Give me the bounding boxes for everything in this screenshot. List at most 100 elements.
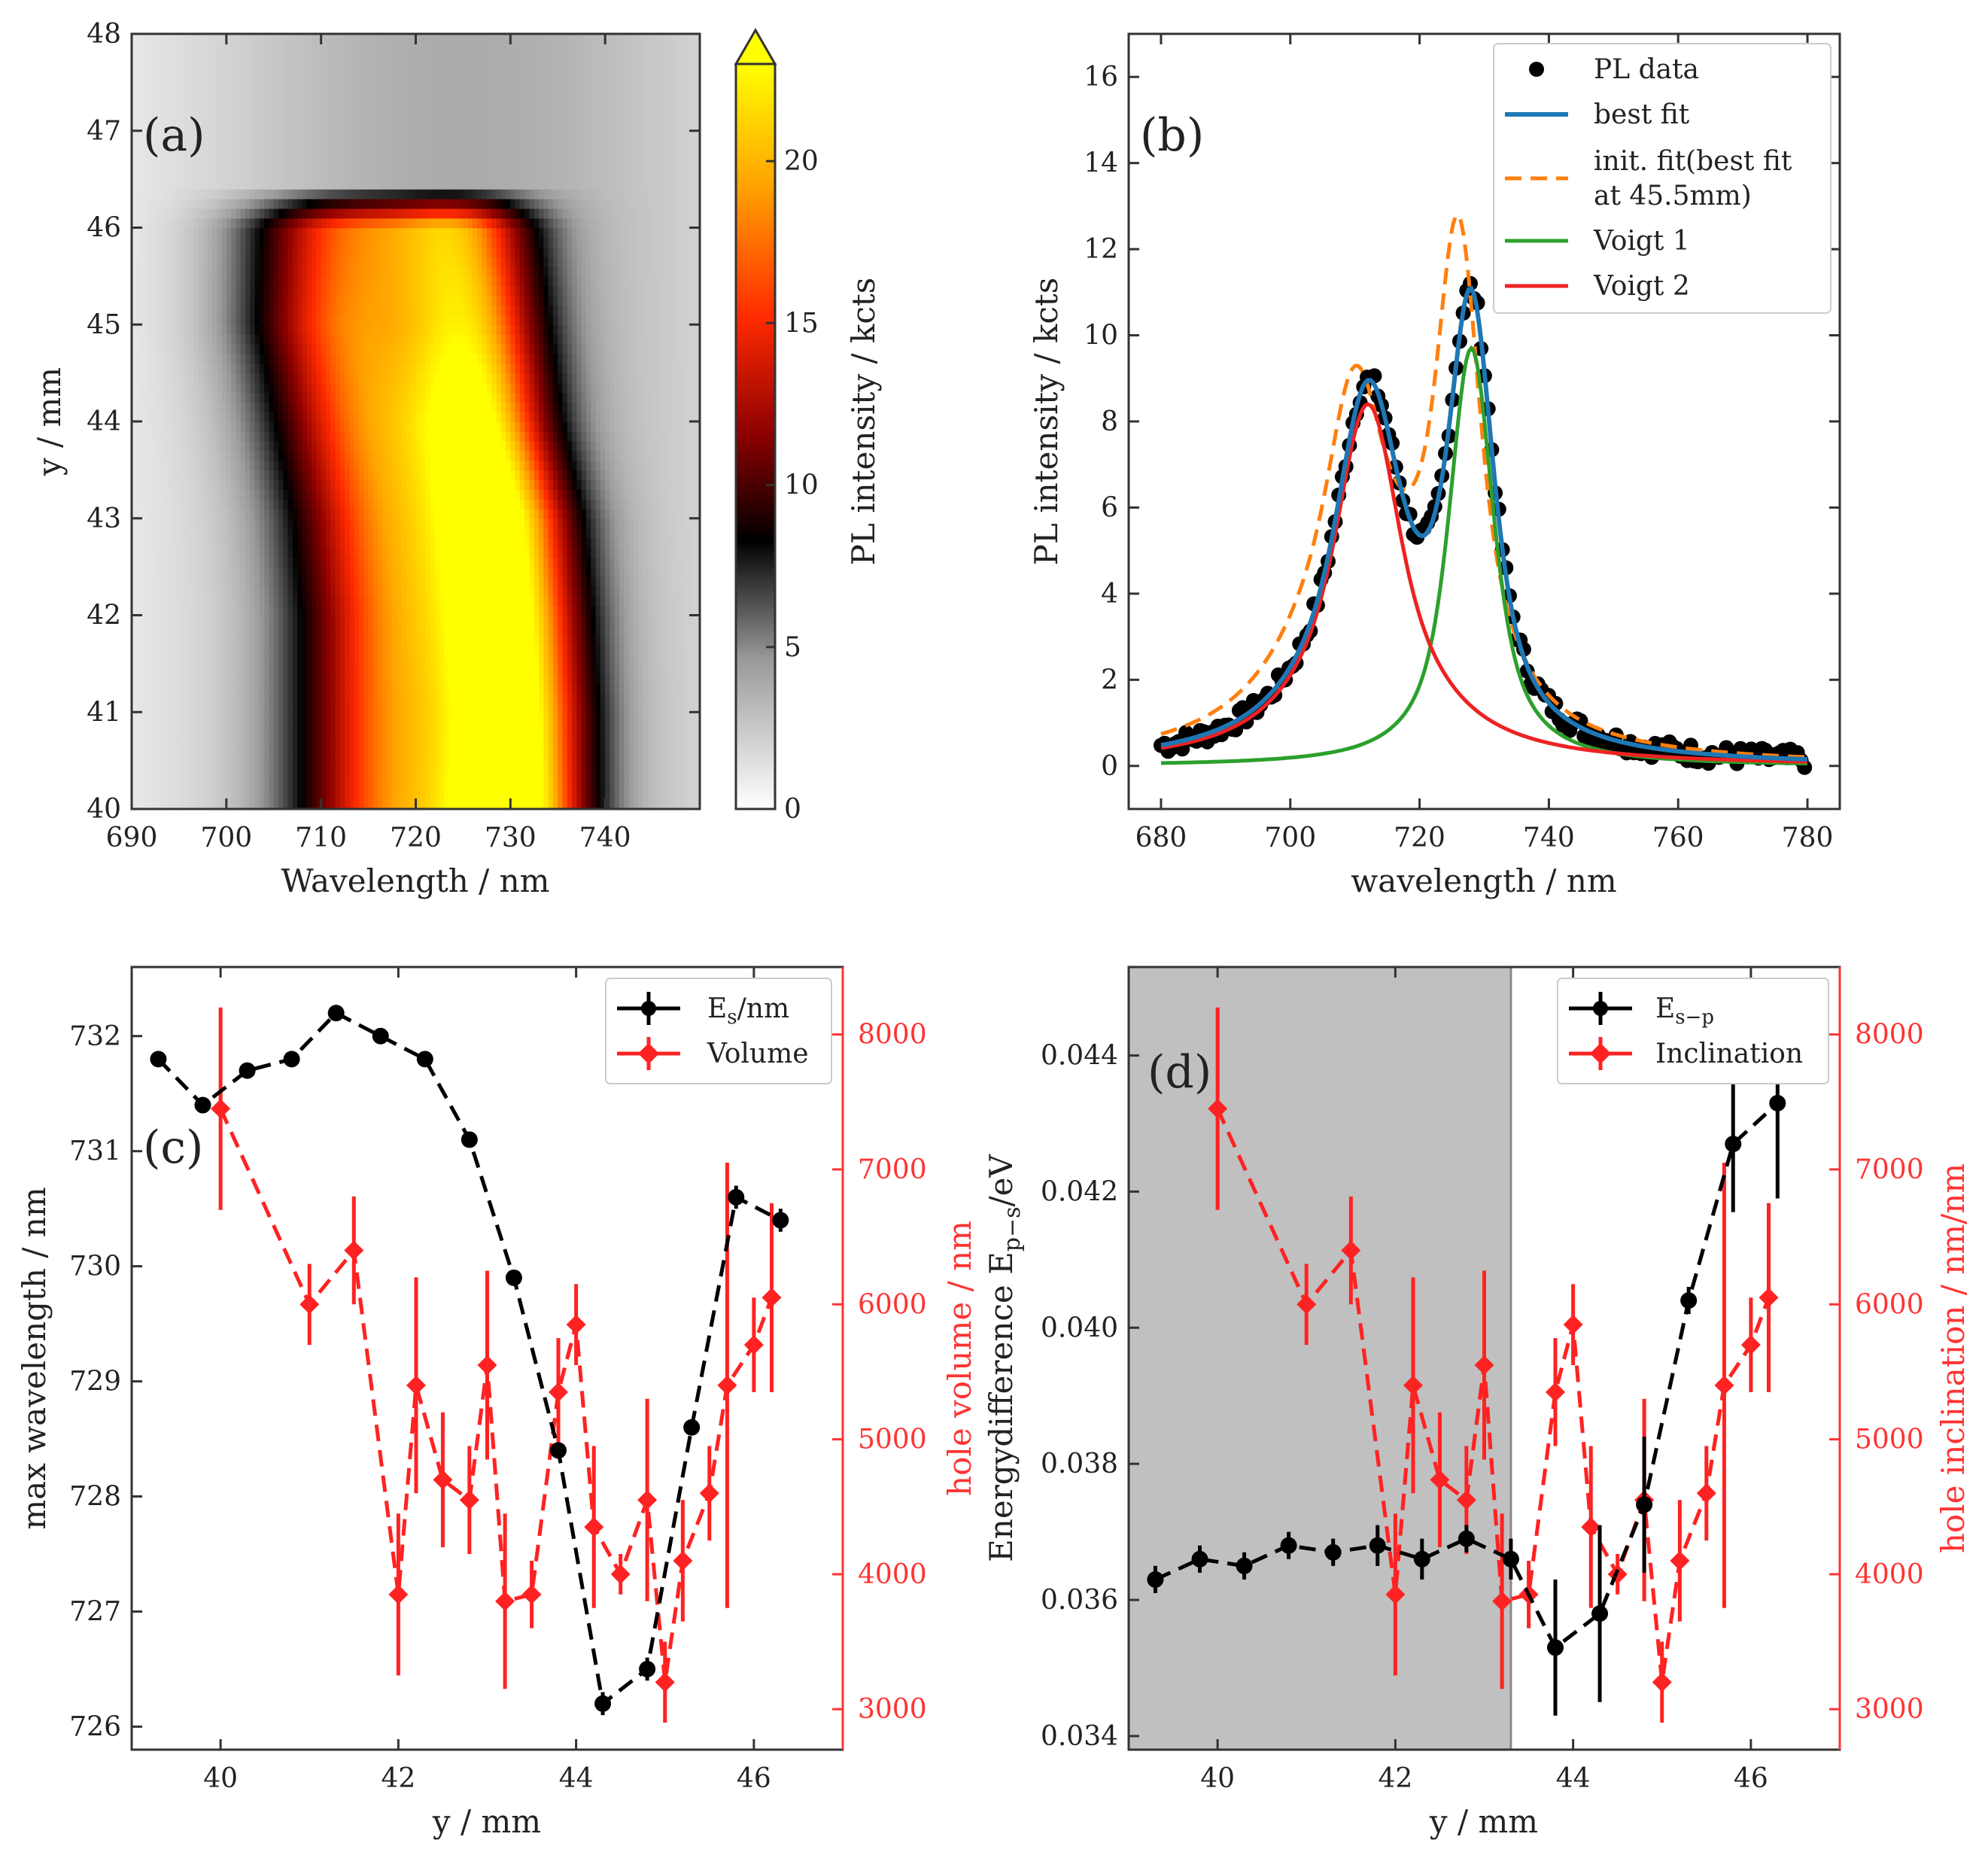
heatmap-cell <box>359 189 365 199</box>
heatmap-cell <box>150 750 157 762</box>
heatmap-cell <box>132 576 138 587</box>
heatmap-cell <box>306 518 312 529</box>
heatmap-cell <box>330 160 336 171</box>
heatmap-cell <box>245 179 251 190</box>
heatmap-cell <box>339 295 345 306</box>
heatmap-cell <box>169 440 175 452</box>
heatmap-cell <box>141 683 147 694</box>
heatmap-cell <box>211 247 218 257</box>
heatmap-cell <box>207 120 213 132</box>
heatmap-cell <box>354 567 360 577</box>
heatmap-cell <box>321 634 327 645</box>
heatmap-cell <box>372 731 378 742</box>
heatmap-cell <box>254 412 260 422</box>
heatmap-cell <box>397 43 403 54</box>
heatmap-cell <box>325 334 332 345</box>
heatmap-cell <box>278 373 284 384</box>
heatmap-cell <box>184 605 190 616</box>
heatmap-cell <box>349 257 355 267</box>
heatmap-cell <box>132 663 138 674</box>
heatmap-cell <box>411 528 417 539</box>
heatmap-cell <box>174 499 180 509</box>
heatmap-cell <box>425 585 431 597</box>
heatmap-cell <box>321 712 327 722</box>
heatmap-cell <box>321 479 327 490</box>
heatmap-cell <box>392 353 398 364</box>
heatmap-cell <box>325 150 332 161</box>
heatmap-cell <box>382 799 388 809</box>
heatmap-cell <box>330 430 336 442</box>
heatmap-cell <box>372 402 378 412</box>
heatmap-cell <box>231 499 237 509</box>
heatmap-cell <box>316 450 322 461</box>
heatmap-cell <box>302 499 308 509</box>
heatmap-cell <box>378 430 384 442</box>
heatmap-cell <box>193 430 199 442</box>
heatmap-cell <box>236 421 242 432</box>
heatmap-cell <box>354 741 360 752</box>
heatmap-cell <box>339 615 345 626</box>
heatmap-cell <box>411 615 417 626</box>
heatmap-cell <box>160 344 166 354</box>
heatmap-cell <box>240 72 246 84</box>
heatmap-cell <box>236 489 242 500</box>
heatmap-cell <box>132 625 138 636</box>
heatmap-cell <box>287 770 293 781</box>
heatmap-cell <box>312 692 318 704</box>
heatmap-cell <box>406 644 412 655</box>
heatmap-cell <box>236 111 242 122</box>
heatmap-cell <box>363 169 369 180</box>
heatmap-cell <box>165 595 171 607</box>
heatmap-cell <box>335 585 341 597</box>
heatmap-cell <box>145 692 151 704</box>
heatmap-cell <box>141 217 147 229</box>
heatmap-cell <box>302 537 308 549</box>
heatmap-cell <box>264 120 270 132</box>
heatmap-cell <box>136 605 142 616</box>
heatmap-cell <box>363 120 369 132</box>
heatmap-cell <box>145 169 151 180</box>
heatmap-cell <box>368 334 374 345</box>
heatmap-cell <box>184 285 190 297</box>
heatmap-cell <box>188 663 194 674</box>
heatmap-cell <box>349 644 355 655</box>
heatmap-cell <box>226 34 232 44</box>
heatmap-cell <box>150 247 157 257</box>
heatmap-cell <box>321 402 327 412</box>
heatmap-cell <box>378 421 384 432</box>
heatmap-cell <box>278 489 284 500</box>
heatmap-cell <box>325 421 332 432</box>
heatmap-cell <box>278 120 284 132</box>
heatmap-cell <box>155 605 161 616</box>
heatmap-cell <box>160 499 166 509</box>
heatmap-cell <box>415 169 421 180</box>
heatmap-cell <box>240 412 246 422</box>
heatmap-cell <box>211 799 218 809</box>
heatmap-cell <box>287 160 293 171</box>
heatmap-cell <box>165 217 171 229</box>
heatmap-cell <box>392 120 398 132</box>
heatmap-cell <box>411 634 417 645</box>
heatmap-cell <box>198 634 204 645</box>
heatmap-cell <box>217 799 223 809</box>
heatmap-cell <box>136 227 142 239</box>
heatmap-cell <box>169 585 175 597</box>
heatmap-cell <box>259 518 265 529</box>
heatmap-cell <box>211 770 218 781</box>
heatmap-cell <box>278 605 284 616</box>
heatmap-cell <box>306 692 312 704</box>
heatmap-cell <box>217 722 223 732</box>
heatmap-cell <box>150 102 157 112</box>
heatmap-cell <box>264 344 270 354</box>
heatmap-cell <box>169 373 175 384</box>
heatmap-cell <box>368 392 374 403</box>
heatmap-cell <box>401 673 407 684</box>
heatmap-cell <box>297 750 303 762</box>
heatmap-cell <box>406 557 412 567</box>
heatmap-cell <box>283 489 289 500</box>
heatmap-cell <box>325 567 332 577</box>
heatmap-cell <box>264 285 270 297</box>
heatmap-cell <box>273 43 279 54</box>
heatmap-cell <box>363 780 369 791</box>
heatmap-cell <box>188 750 194 762</box>
